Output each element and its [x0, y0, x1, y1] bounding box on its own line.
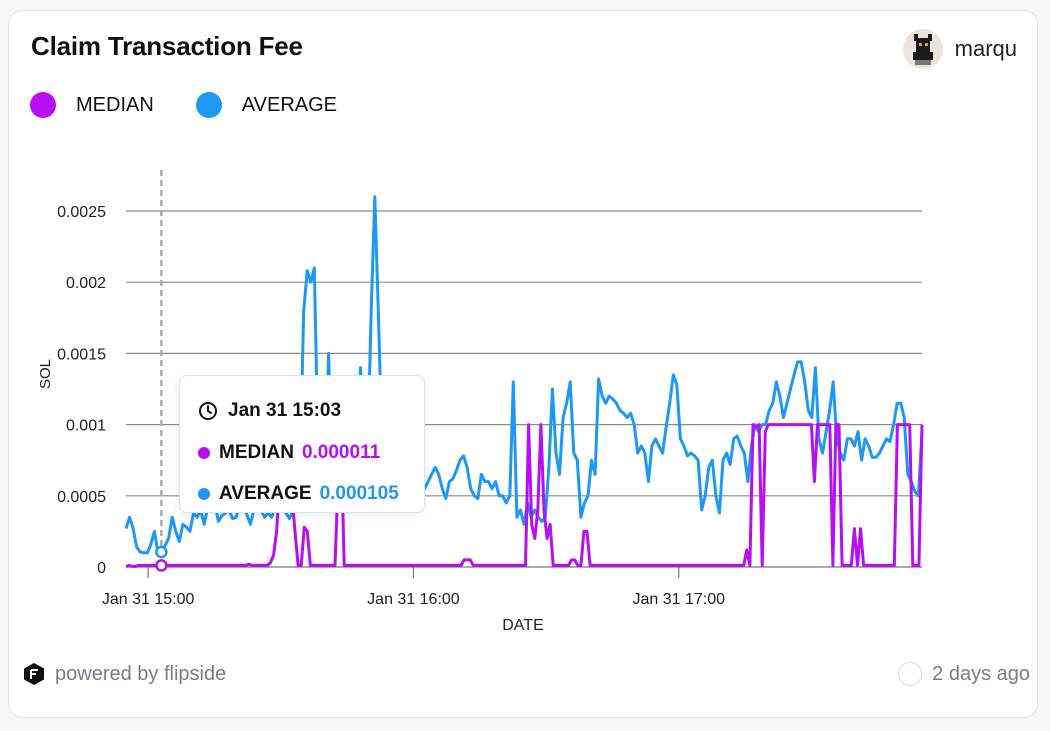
legend: MEDIAN AVERAGE [30, 92, 375, 118]
x-tick-labels: Jan 31 15:00 Jan 31 16:00 Jan 31 17:00 [102, 567, 725, 608]
clock-icon [199, 402, 217, 420]
author-name[interactable]: marqu [954, 36, 1017, 61]
y-tick-label: 0.001 [66, 418, 106, 435]
avatar[interactable] [902, 29, 943, 69]
hover-markers [155, 545, 168, 572]
tooltip-median-row: MEDIAN 0.000011 [198, 442, 380, 464]
tooltip-time-row: Jan 31 15:03 [198, 400, 341, 422]
y-tick-label: 0.0005 [57, 489, 106, 506]
chart-card: Claim Transaction Fee marqu [8, 10, 1038, 718]
tooltip-median-label: MEDIAN [219, 442, 294, 463]
tooltip-median-dot [198, 447, 210, 459]
check-circle-icon [898, 662, 923, 686]
chart-title[interactable]: Claim Transaction Fee [31, 31, 303, 61]
x-axis-label: DATE [502, 617, 543, 634]
series-line-median [125, 423, 924, 569]
hover-marker-average [155, 545, 168, 559]
y-tick-label: 0.0025 [57, 204, 106, 221]
footer-powered-text: powered by flipside [55, 662, 227, 685]
y-axis-label: SOL [37, 359, 54, 389]
flipside-logo-icon [24, 663, 44, 685]
tooltip-average-row: AVERAGE 0.000105 [198, 483, 399, 505]
y-tick-label: 0.002 [66, 275, 106, 292]
legend-item-average[interactable]: AVERAGE [195, 92, 338, 118]
tooltip-average-label: AVERAGE [219, 483, 312, 504]
y-tick-label: 0 [97, 560, 106, 577]
tooltip: Jan 31 15:03 MEDIAN 0.000011 AVERAGE 0.0… [179, 375, 425, 513]
legend-item-median[interactable]: MEDIAN [30, 92, 154, 118]
tooltip-average-value: 0.000105 [319, 483, 399, 504]
y-tick-labels: 0 0.0005 0.001 0.0015 0.002 0.0025 [57, 204, 106, 577]
y-tick-label: 0.0015 [57, 346, 106, 363]
avatar-image [902, 29, 943, 69]
footer-time-text: 2 days ago [932, 662, 1030, 685]
footer-powered[interactable]: powered by flipside [22, 662, 226, 686]
x-tick-label: Jan 31 17:00 [633, 591, 726, 608]
tooltip-time: Jan 31 15:03 [228, 400, 342, 421]
footer-timestamp: 2 days ago [898, 662, 1030, 686]
tooltip-average-dot [198, 488, 210, 500]
tooltip-median-value: 0.000011 [301, 442, 381, 463]
legend-dot-median [30, 92, 56, 118]
author[interactable]: marqu [902, 29, 1017, 69]
legend-label-average: AVERAGE [241, 93, 338, 116]
x-tick-label: Jan 31 15:00 [102, 591, 195, 608]
hover-marker-median [155, 559, 168, 572]
legend-label-median: MEDIAN [76, 93, 154, 116]
legend-dot-average [195, 92, 222, 118]
x-tick-label: Jan 31 16:00 [367, 591, 460, 608]
